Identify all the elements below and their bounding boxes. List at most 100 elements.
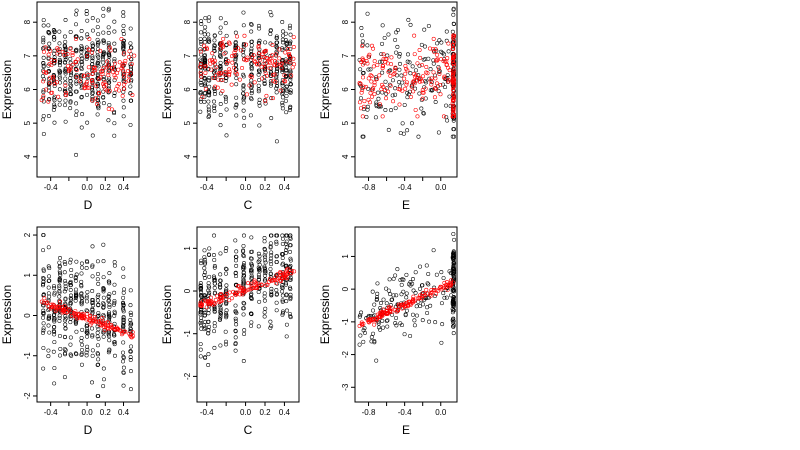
fitted-point [127,55,132,60]
observed-point [41,131,46,136]
fitted-point [110,65,115,70]
fitted-point [214,73,219,78]
observed-point [68,314,73,319]
fitted-point [210,60,215,65]
observed-point [198,99,203,104]
observed-point [284,292,289,297]
observed-point [128,84,133,89]
observed-point [268,83,273,88]
observed-point [63,39,68,44]
observed-point [249,256,254,261]
observed-point [121,309,126,314]
observed-point [112,121,117,126]
observed-point [257,26,262,31]
observed-point [57,269,62,274]
observed-point [96,336,101,341]
observed-point [79,95,84,100]
observed-point [207,75,212,80]
observed-point [452,276,457,281]
observed-point [218,306,223,311]
observed-point [112,93,117,98]
observed-point [283,38,288,43]
observed-point [79,80,84,85]
observed-point [207,246,212,251]
observed-point [288,256,293,261]
observed-point [57,68,62,73]
observed-point [84,56,89,61]
fitted-point [246,287,251,292]
fitted-point [278,270,283,275]
observed-point [397,52,402,56]
observed-point [249,91,254,96]
observed-point [90,274,95,279]
observed-point [234,113,239,118]
observed-point [96,362,101,367]
observed-point [121,365,126,370]
fitted-point [80,313,85,318]
observed-point [433,100,438,104]
observed-point [198,354,203,359]
fitted-point [435,52,440,57]
fitted-point [359,90,364,95]
x-axis-label: C [244,198,253,212]
observed-point [73,321,78,326]
observed-point [450,134,455,139]
observed-point [280,87,285,92]
observed-point [107,281,112,286]
observed-point [279,285,284,290]
observed-point [451,21,456,26]
fitted-point [252,285,257,290]
observed-point [284,248,289,253]
observed-point [439,40,444,45]
fitted-point [227,69,232,74]
observed-point [121,49,126,54]
observed-point [432,294,437,298]
fitted-point [73,309,78,314]
fitted-point [122,82,127,87]
observed-point [358,333,363,338]
y-tick-label: -1 [23,352,32,360]
observed-point [234,76,239,81]
fitted-point [55,305,60,310]
observed-point [256,272,261,277]
observed-point [212,33,217,38]
fitted-point [102,84,107,89]
observed-point [63,335,67,340]
observed-point [212,48,217,53]
fitted-point [213,297,218,302]
observed-point [79,291,84,296]
fitted-point [412,52,417,57]
observed-point [257,123,262,128]
observed-point [57,276,62,281]
fitted-point [442,74,447,79]
observed-point [256,89,261,94]
observed-point [57,260,62,265]
observed-point [63,296,68,301]
observed-point [106,350,111,355]
observed-point [212,104,217,109]
observed-point [280,236,285,241]
observed-point [101,89,106,94]
observed-point [52,102,57,107]
fitted-point [404,80,409,85]
fitted-point [392,67,397,72]
fitted-point [129,61,134,66]
observed-point [202,99,207,104]
fitted-point [100,71,105,76]
fitted-point [70,53,75,58]
observed-point [249,29,254,34]
observed-point [41,248,46,253]
observed-point [57,294,62,299]
observed-point [284,94,289,98]
observed-point [95,83,100,88]
observed-point [274,260,279,265]
observed-point [207,78,212,83]
observed-point [385,53,390,58]
fitted-point [415,61,420,66]
observed-point [398,321,403,326]
observed-point [121,355,126,360]
fitted-point [127,331,132,336]
observed-point [451,277,456,282]
fitted-point [74,75,79,80]
fitted-point [411,89,416,94]
